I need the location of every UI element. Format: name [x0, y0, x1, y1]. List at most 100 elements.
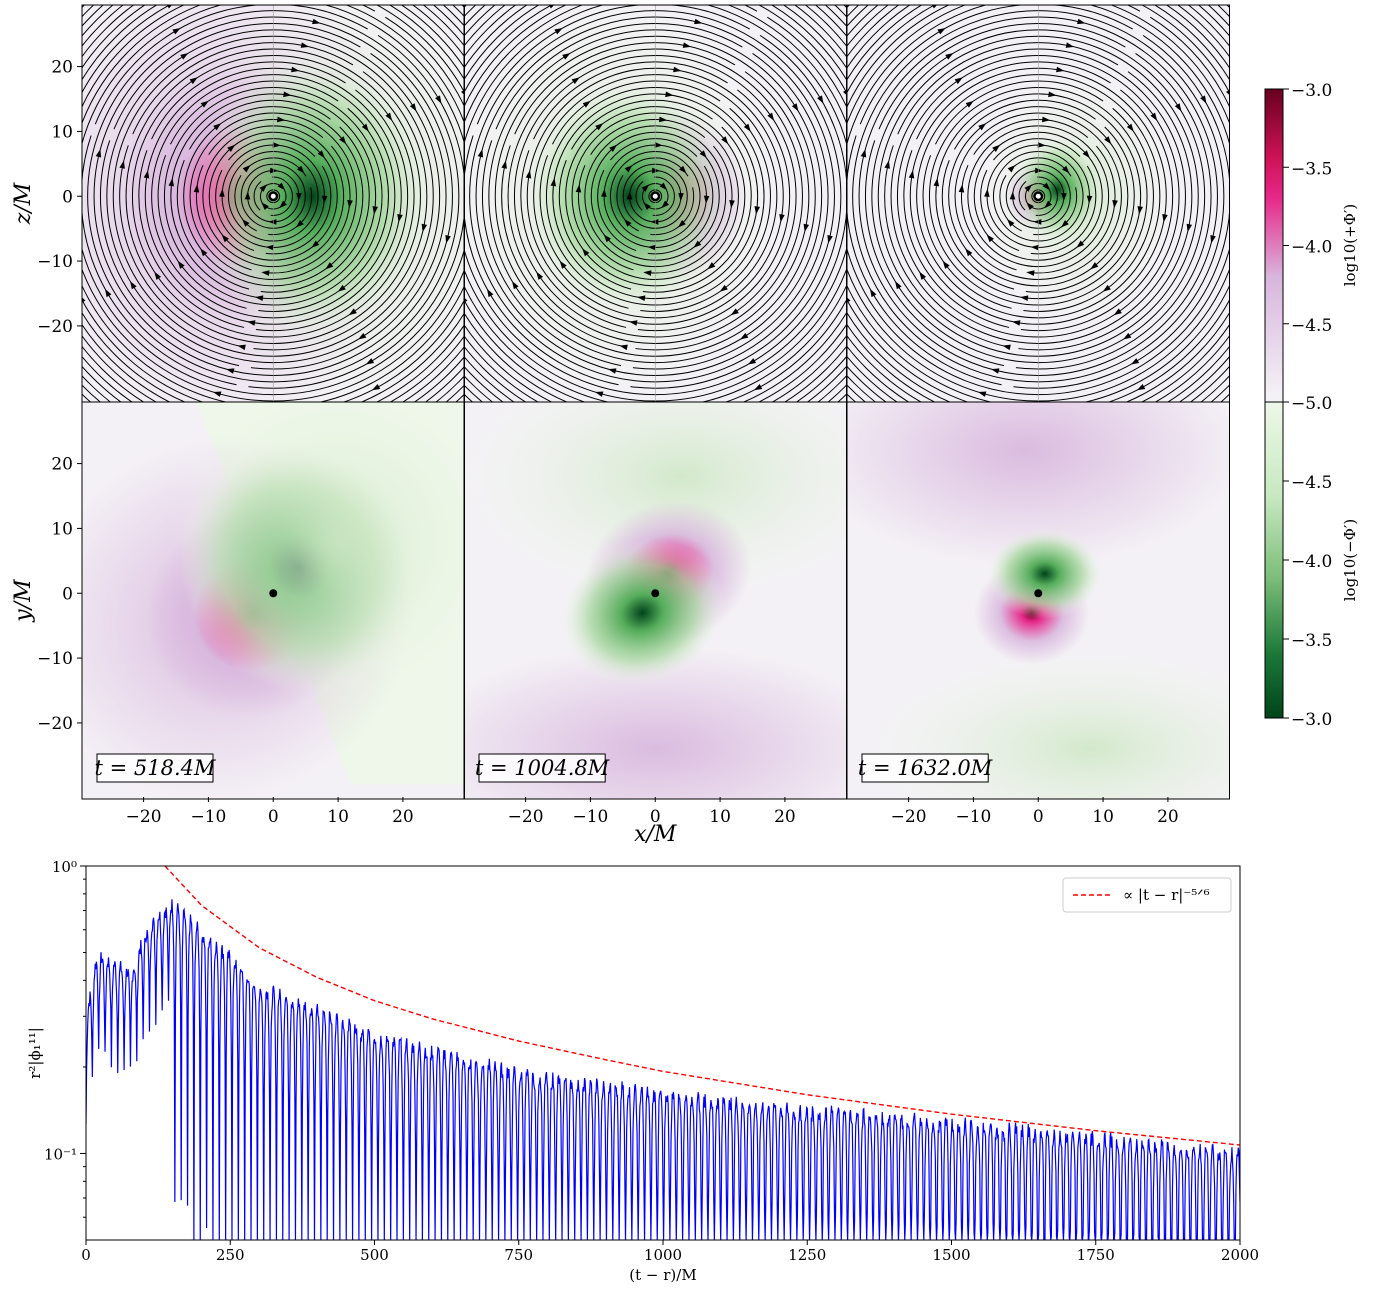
streamline-arrow: [647, 244, 656, 251]
streamline-arrow: [237, 344, 246, 351]
streamline-arrow: [937, 27, 946, 35]
colorbar-tick-label: −5.0: [1291, 394, 1332, 414]
streamline-arrow: [321, 195, 328, 204]
colorbar-tick-label: −4.0: [1291, 238, 1332, 258]
streamline-arrow: [227, 144, 236, 152]
streamline-arrow: [189, 77, 198, 85]
streamline-arrow: [1026, 270, 1035, 276]
streamline-arrow: [637, 295, 646, 301]
streamline-arrow: [791, 103, 799, 112]
time-label-box: [96, 753, 214, 783]
colorbar-top-label: log10(+Φ′): [1341, 204, 1359, 287]
streamline-arrow: [143, 170, 150, 179]
x-tick-label: −10: [955, 807, 991, 827]
streamline-arrow: [1007, 218, 1015, 227]
streamline-arrow: [371, 384, 381, 391]
y-tick-label: −20: [37, 714, 73, 734]
streamline-arrow: [1210, 235, 1216, 244]
streamline-arrow: [445, 235, 451, 244]
streamline-arrow: [1061, 193, 1067, 202]
streamline-arrow: [200, 248, 208, 257]
x-tick-label: 0: [268, 807, 279, 827]
x-tick-label: 0: [81, 1246, 91, 1264]
streamline-arrow: [525, 170, 532, 179]
streamline-arrow: [1033, 219, 1042, 225]
time-label-box: [861, 753, 989, 783]
streamline-arrow: [582, 100, 591, 108]
streamline-arrow: [277, 182, 286, 191]
streamline-arrow: [895, 281, 902, 290]
streamline-arrow: [665, 91, 674, 98]
y-tick-label: −10: [37, 252, 73, 272]
streamline-arrow: [501, 160, 507, 169]
streamline-arrow: [817, 95, 824, 104]
streamline-arrow: [978, 123, 987, 131]
streamline-arrow: [719, 284, 728, 292]
streamline-arrow: [571, 77, 580, 85]
streamline-arrow: [1026, 202, 1034, 210]
streamline-arrow: [1037, 142, 1046, 148]
bottom-ylabel: r²|ϕ₁¹¹|: [26, 1027, 44, 1079]
streamline-arrow: [643, 202, 651, 210]
streamline-arrow: [661, 200, 669, 209]
xlabel: x/M: [634, 822, 677, 847]
top-row-ylabel: z/M: [11, 182, 36, 225]
streamline-arrow: [221, 234, 229, 243]
streamline-arrow: [247, 320, 256, 326]
streamline-arrow: [1076, 240, 1085, 248]
streamline-arrow: [277, 116, 286, 123]
streamline-arrow: [624, 218, 632, 227]
streamline-arrow: [1234, 248, 1239, 256]
streamline-arrow: [1226, 90, 1230, 96]
streamline-arrow: [317, 150, 325, 159]
black-hole: [269, 589, 278, 598]
streamline-arrow: [435, 95, 442, 104]
streamline-arrow: [73, 136, 78, 144]
streamline-arrow: [740, 332, 749, 340]
streamline-arrow: [652, 167, 661, 174]
streamline-arrow: [860, 149, 867, 158]
streamline-arrow: [626, 191, 633, 200]
streamline-arrow: [365, 358, 375, 365]
x-tick-label: 20: [392, 807, 414, 827]
x-tick-label: 10: [709, 807, 731, 827]
streamline-arrow: [562, 53, 571, 60]
streamline-arrow: [295, 220, 304, 228]
streamline-arrow: [682, 42, 692, 48]
streamline-arrow: [779, 214, 785, 223]
streamline-arrow: [549, 5, 555, 9]
negative-lobe: [1012, 137, 1104, 242]
panel-xy-1: [82, 402, 465, 799]
streamline-arrow: [1174, 103, 1182, 112]
x-tick-label: 500: [360, 1246, 389, 1264]
streamline-arrow: [678, 193, 684, 202]
streamline-arrow: [1112, 200, 1118, 209]
colorbar-bottom-label: log10(−Φ′): [1341, 519, 1359, 602]
streamline-arrow: [1253, 85, 1259, 93]
streamline-arrow: [1007, 165, 1016, 173]
streamline-arrow: [673, 66, 682, 73]
streamline-arrow: [325, 262, 334, 270]
y-tick-label: 10⁰: [52, 858, 77, 876]
streamline-arrow: [82, 297, 86, 303]
streamline-arrow: [650, 219, 659, 225]
streamline-arrow: [477, 149, 484, 158]
x-tick-label: 0: [650, 807, 661, 827]
streamline-arrow: [283, 91, 292, 98]
power-law-fit-line: [164, 866, 1240, 1146]
streamline-arrow: [259, 184, 268, 192]
negative-lobe: [559, 539, 726, 686]
streamline-arrow: [372, 206, 378, 215]
streamline-arrow: [261, 202, 269, 210]
streamline-arrow: [348, 308, 357, 316]
streamline-arrow: [659, 182, 668, 191]
snapshot-panels: [73, 5, 1259, 799]
streamline-arrow: [193, 184, 200, 193]
streamline-arrow: [255, 295, 264, 301]
streamline-arrow: [575, 184, 582, 193]
time-series-plot: 0 250 500 750 1000 1250 1500 1750 2000 10⁰ 10⁻¹ (t …: [26, 858, 1259, 1284]
streamline-arrow: [729, 200, 735, 209]
streamline-arrow: [932, 5, 938, 9]
streamline-arrow: [265, 244, 274, 251]
streamline-arrow: [1162, 214, 1168, 223]
